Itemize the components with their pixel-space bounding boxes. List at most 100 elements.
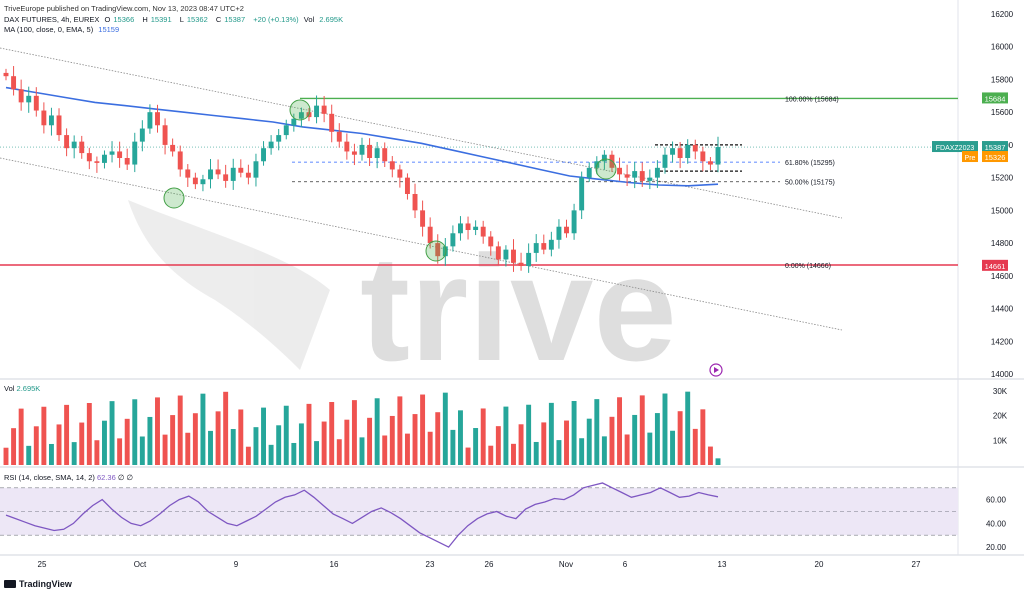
candle-body (458, 223, 463, 234)
candle-body (518, 262, 524, 266)
ma-legend[interactable]: MA (100, close, 0, EMA, 5) 15159 (4, 25, 122, 34)
candle-body (677, 148, 683, 158)
candle-body (283, 125, 289, 136)
candle-body (109, 151, 115, 155)
rsi-tick-label: 40.00 (986, 519, 1007, 528)
candle-body (707, 161, 713, 165)
ma-label: MA (100, close, 0, EMA, 5) (4, 25, 94, 34)
volume-bar (367, 417, 373, 465)
volume-bar (79, 422, 85, 465)
volume-bar (579, 438, 585, 465)
volume-bar (33, 426, 39, 465)
candle-body (185, 169, 191, 178)
volume-bar (473, 428, 479, 465)
price-tick-label: 14200 (991, 337, 1014, 346)
price-tick-label: 15800 (991, 75, 1014, 84)
time-tick-label: 20 (815, 560, 824, 569)
candle-body (495, 246, 501, 260)
volume-bar (162, 434, 168, 465)
candle-body (639, 171, 645, 181)
volume-bar (298, 423, 304, 465)
candle-body (314, 105, 320, 118)
volume-legend-label: Vol (4, 384, 15, 393)
volume-bar (715, 458, 721, 465)
volume-bar (397, 396, 403, 465)
candle-body (503, 249, 509, 260)
price-tag-text: 15326 (985, 153, 1006, 162)
candle-body (382, 148, 388, 162)
candle-body (632, 171, 638, 178)
volume-bar (41, 406, 47, 465)
candle-body (533, 243, 539, 253)
candle-body (268, 141, 274, 149)
fib-level-label: 61.80% (15295) (785, 160, 835, 167)
candle-body (238, 167, 244, 173)
rsi-legend[interactable]: RSI (14, close, SMA, 14, 2) 62.36 ∅ ∅ (4, 473, 133, 482)
volume-bar (495, 426, 501, 465)
candle-body (208, 169, 213, 180)
candle-body (11, 76, 17, 90)
volume-bar (685, 391, 691, 465)
symbol-line[interactable]: DAX FUTURES, 4h, EUREX (4, 15, 100, 24)
candle-body (261, 148, 266, 162)
volume-bar (132, 399, 138, 465)
candle-body (662, 154, 668, 168)
volume-bar (170, 415, 176, 465)
volume-bars (3, 391, 721, 465)
candle-body (41, 110, 47, 126)
candle-body (79, 141, 85, 154)
candle-body (26, 95, 32, 103)
candle-body (124, 158, 130, 165)
volume-bar (155, 397, 160, 465)
time-axis: 25 Oct 9 16 23 26 Nov 6 13 20 27 (38, 560, 921, 569)
price-tag-name-text: FDAXZ2023 (936, 145, 975, 152)
volume-legend[interactable]: Vol 2.695K (4, 384, 40, 393)
volume-bar (382, 435, 388, 465)
candle-body (541, 243, 547, 250)
volume-bar (465, 447, 471, 465)
candle-body (86, 153, 92, 162)
candle-body (298, 112, 304, 119)
time-tick-label: 27 (912, 560, 921, 569)
candle-body (3, 72, 9, 77)
volume-bar (548, 402, 554, 465)
candle-body (374, 148, 380, 158)
volume-bar (124, 418, 130, 465)
candle-body (329, 113, 335, 132)
volume-bar (261, 407, 266, 465)
volume-bar (329, 402, 335, 465)
candle-body (700, 151, 706, 162)
candle-body (132, 141, 138, 165)
volume-bar (450, 429, 456, 465)
candle-body (18, 89, 24, 103)
price-tag (982, 259, 1008, 271)
touch-marker-circle (425, 240, 447, 262)
price-tag (982, 151, 1008, 163)
candle-body (200, 179, 206, 185)
volume-bar (117, 438, 123, 465)
fib-level-label: 100.00% (15684) (785, 96, 839, 103)
volume-bar (609, 416, 615, 465)
volume-bar (389, 415, 395, 465)
candle-body (367, 144, 373, 158)
ohlc-close: C 15387 (215, 15, 246, 24)
tradingview-logo[interactable]: TradingView (4, 579, 72, 589)
volume-tick-label: 30K (993, 387, 1008, 396)
volume-bar (268, 444, 274, 465)
volume-bar (314, 441, 320, 465)
price-axis: 1620016000158001560015400152001500014800… (932, 10, 1014, 379)
rsi-legend-label: RSI (14, close, SMA, 14, 2) (4, 473, 95, 482)
volume-tick-label: 10K (993, 436, 1008, 445)
volume-bar (571, 400, 577, 465)
replay-icon[interactable] (709, 363, 723, 377)
volume-bar (692, 428, 698, 465)
candle-body (177, 151, 183, 170)
candle-body (548, 239, 554, 250)
volume-bar (185, 432, 191, 465)
candle-body (245, 172, 251, 178)
candle-body (571, 210, 577, 234)
volume-legend-value: 2.695K (16, 384, 41, 393)
price-tag (982, 92, 1008, 104)
candle-body (94, 161, 100, 163)
candle-body (450, 233, 456, 247)
